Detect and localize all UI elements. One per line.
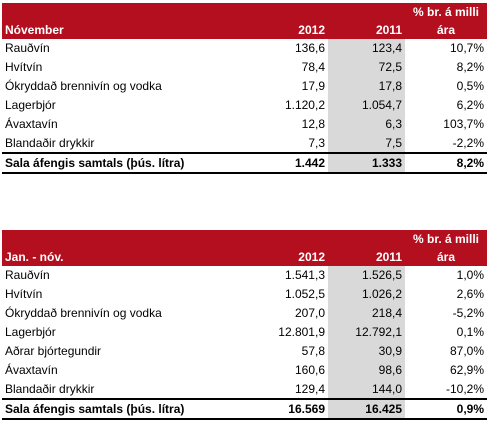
value-2011: 30,9: [328, 341, 405, 361]
table-row: Aðrar bjórtegundir 57,8 30,9 87,0%: [2, 341, 487, 361]
pct-change: 8,2%: [456, 60, 484, 74]
row-label: Blandaðir drykkir: [5, 382, 95, 396]
header-row-top: % br. á milli: [2, 3, 487, 21]
total-row: Sala áfengis samtals (þús. lítra) 16.569…: [2, 398, 487, 420]
header-row-top: % br. á milli: [2, 230, 487, 248]
value-2011: 1.526,5: [328, 266, 405, 285]
value-2012: 12,8: [301, 117, 325, 131]
header-blank: [2, 230, 246, 248]
row-label: Lagerbjór: [5, 325, 56, 339]
value-2011: 6,3: [328, 114, 405, 134]
value-2012: 17,9: [301, 79, 325, 93]
value-2012: 207,0: [294, 306, 325, 320]
header-pct-line2: ára: [405, 248, 487, 266]
row-label: Hvítvín: [5, 287, 43, 301]
table-row: Blandaðir drykkir 7,3 7,5 -2,2%: [2, 133, 487, 153]
value-2012: 160,6: [294, 363, 325, 377]
table-row: Hvítvín 78,4 72,5 8,2%: [2, 57, 487, 77]
header-2012: 2012: [246, 248, 328, 266]
pct-change: 0,1%: [456, 325, 484, 339]
table-row: Rauðvín 136,6 123,4 10,7%: [2, 39, 487, 58]
header-row: Jan. - nóv. 2012 2011 ára: [2, 248, 487, 266]
header-2011: 2011: [328, 21, 405, 39]
row-label: Ókryddað brennivín og vodka: [5, 306, 162, 320]
jan-nov-table: % br. á milli Jan. - nóv. 2012 2011 ára …: [2, 230, 487, 420]
row-label: Lagerbjór: [5, 98, 56, 112]
total-label: Sala áfengis samtals (þús. lítra): [2, 152, 246, 174]
table-row: Ókryddað brennivín og vodka 207,0 218,4 -5,…: [2, 303, 487, 323]
header-blank: [2, 3, 246, 21]
table-row: Blandaðir drykkir 129,4 144,0 -10,2%: [2, 379, 487, 399]
table-row: Lagerbjór 12.801,9 12.792,1 0,1%: [2, 322, 487, 342]
value-2011: 1.026,2: [328, 284, 405, 304]
value-2011: 98,6: [328, 360, 405, 380]
pct-change: 87,0%: [449, 344, 484, 358]
pct-change: 10,7%: [449, 41, 484, 55]
table-title: Jan. - nóv.: [2, 248, 246, 266]
header-blank: [246, 3, 328, 21]
header-pct-line2: ára: [405, 21, 487, 39]
row-label: Ávaxtavín: [5, 363, 58, 377]
table-row: Hvítvín 1.052,5 1.026,2 2,6%: [2, 284, 487, 304]
header-pct-line1: % br. á milli: [405, 3, 487, 21]
header-blank: [328, 230, 405, 248]
value-2012: 12.801,9: [278, 325, 325, 339]
value-2011: 144,0: [328, 379, 405, 399]
table-row: Ávaxtavín 12,8 6,3 103,7%: [2, 114, 487, 134]
pct-change: 1,0%: [456, 268, 484, 282]
header-2011: 2011: [328, 248, 405, 266]
row-label: Ókryddað brennivín og vodka: [5, 79, 162, 93]
header-pct-line1: % br. á milli: [405, 230, 487, 248]
row-label: Blandaðir drykkir: [5, 136, 95, 150]
value-2011: 123,4: [328, 39, 405, 58]
value-2011: 17,8: [328, 76, 405, 96]
row-label: Aðrar bjórtegundir: [5, 344, 102, 358]
total-pct: 0,9%: [405, 398, 487, 420]
total-2012: 1.442: [246, 152, 328, 174]
pct-change: 103,7%: [443, 117, 484, 131]
pct-change: -10,2%: [445, 382, 484, 396]
value-2011: 72,5: [328, 57, 405, 77]
pct-change: 2,6%: [456, 287, 484, 301]
table-row: Ávaxtavín 160,6 98,6 62,9%: [2, 360, 487, 380]
value-2012: 1.120,2: [284, 98, 325, 112]
value-2012: 7,3: [308, 136, 325, 150]
pct-change: -5,2%: [452, 306, 484, 320]
value-2011: 12.792,1: [328, 322, 405, 342]
value-2012: 78,4: [301, 60, 325, 74]
header-2012: 2012: [246, 21, 328, 39]
total-row: Sala áfengis samtals (þús. lítra) 1.442 …: [2, 152, 487, 174]
total-2011: 1.333: [328, 152, 405, 174]
row-label: Ávaxtavín: [5, 117, 58, 131]
table-row: Ókryddað brennivín og vodka 17,9 17,8 0,5%: [2, 76, 487, 96]
pct-change: 62,9%: [449, 363, 484, 377]
table-title: Nóvember: [2, 21, 246, 39]
header-blank: [328, 3, 405, 21]
value-2011: 1.054,7: [328, 95, 405, 115]
total-2011: 16.425: [328, 398, 405, 420]
value-2012: 57,8: [301, 344, 325, 358]
row-label: Rauðvín: [5, 268, 50, 282]
value-2011: 7,5: [328, 133, 405, 153]
table-row: Rauðvín 1.541,3 1.526,5 1,0%: [2, 266, 487, 285]
row-label: Rauðvín: [5, 41, 50, 55]
value-2011: 218,4: [328, 303, 405, 323]
table-row: Lagerbjór 1.120,2 1.054,7 6,2%: [2, 95, 487, 115]
pct-change: -2,2%: [452, 136, 484, 150]
pct-change: 0,5%: [456, 79, 484, 93]
total-2012: 16.569: [246, 398, 328, 420]
pct-change: 6,2%: [456, 98, 484, 112]
row-label: Hvítvín: [5, 60, 43, 74]
november-table: % br. á milli Nóvember 2012 2011 ára Rau…: [2, 3, 487, 174]
header-blank: [246, 230, 328, 248]
total-label: Sala áfengis samtals (þús. lítra): [2, 398, 246, 420]
header-row: Nóvember 2012 2011 ára: [2, 21, 487, 39]
value-2012: 136,6: [294, 41, 325, 55]
value-2012: 129,4: [294, 382, 325, 396]
total-pct: 8,2%: [405, 152, 487, 174]
value-2012: 1.052,5: [284, 287, 325, 301]
value-2012: 1.541,3: [284, 268, 325, 282]
